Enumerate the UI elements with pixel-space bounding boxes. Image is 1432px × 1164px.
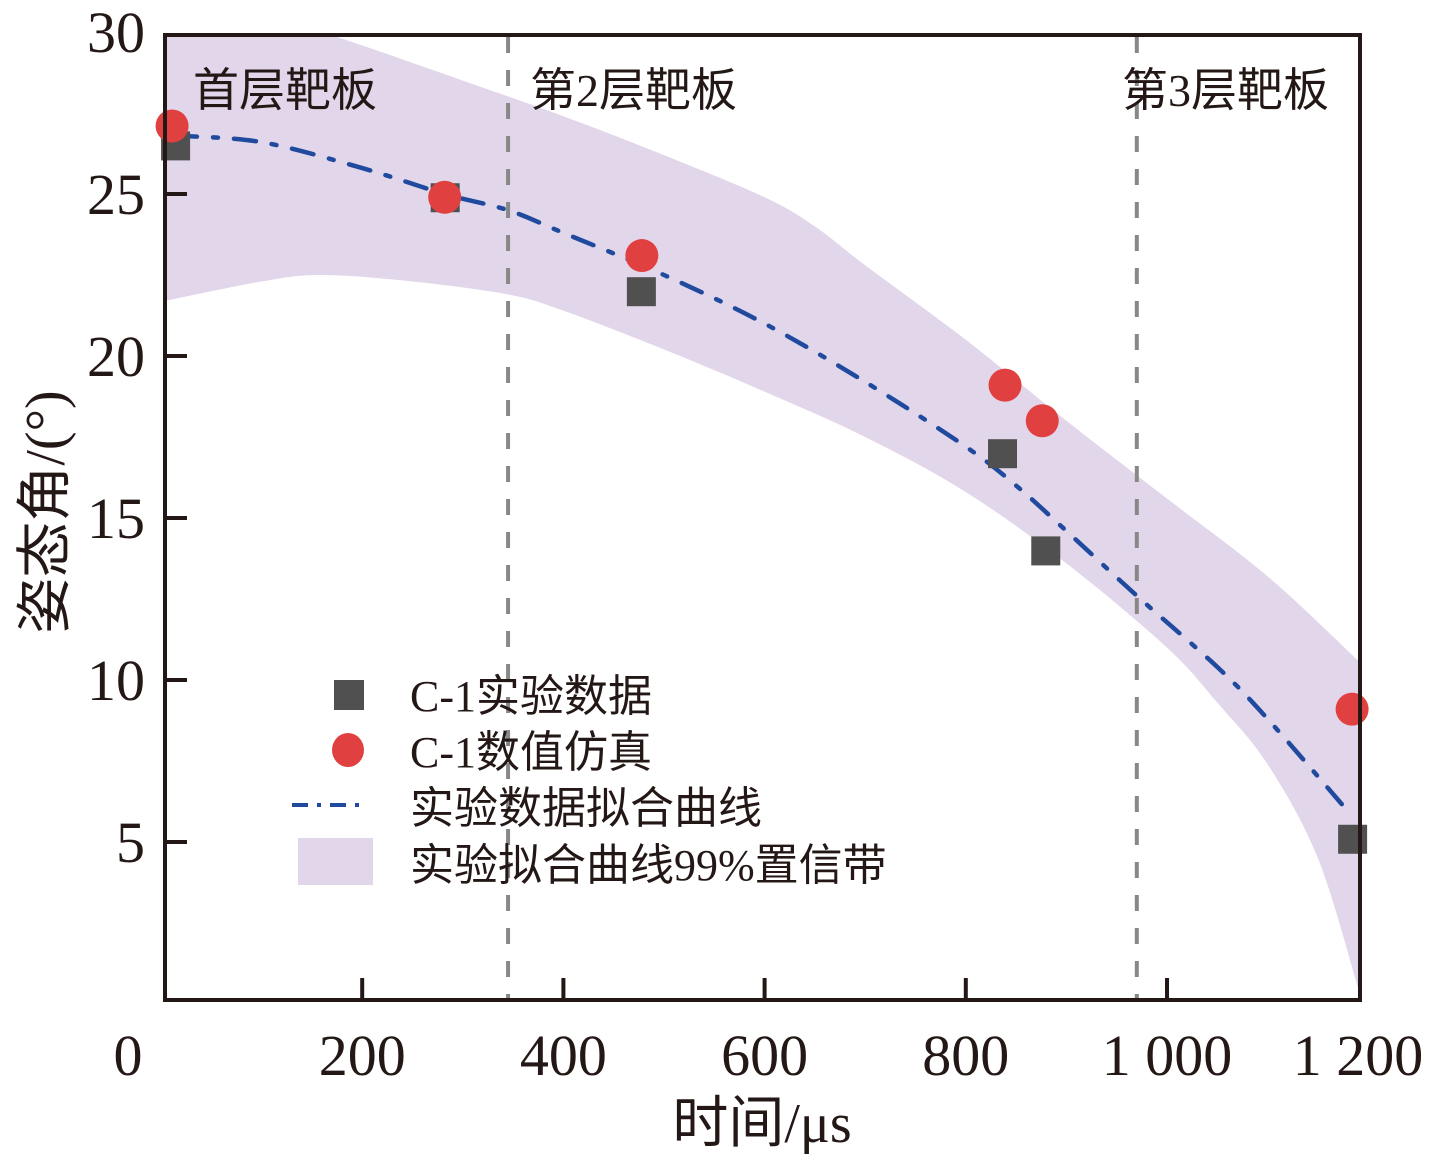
y-tick-labels: 5 10 15 20 25 30 [87, 0, 145, 875]
annotation-second-layer: 第2层靶板 [530, 65, 737, 116]
simulation-data-point [428, 180, 462, 214]
experiment-data-point [1031, 536, 1061, 566]
experiment-data-point [1338, 824, 1368, 854]
y-tick-label: 10 [87, 648, 145, 713]
y-tick-label: 5 [116, 810, 145, 875]
x-axis-title: 时间/μs [672, 1093, 851, 1155]
experiment-data-point [626, 277, 656, 307]
x-tick-labels: 0 200 400 600 800 1 000 1 200 [114, 1023, 1424, 1088]
x-tick-label: 200 [319, 1023, 406, 1088]
experiment-data-point [988, 439, 1018, 469]
legend-circle-icon [332, 733, 364, 767]
legend-square-icon [334, 680, 364, 710]
y-tick-label: 15 [87, 486, 145, 551]
legend-label-experiment: C-1实验数据 [410, 672, 652, 721]
x-tick-label: 800 [922, 1023, 1009, 1088]
legend-label-simulation: C-1数值仿真 [410, 728, 652, 777]
simulation-data-point [988, 368, 1022, 402]
x-tick-label: 600 [721, 1023, 808, 1088]
y-tick-label: 25 [87, 162, 145, 227]
y-tick-label: 30 [87, 0, 145, 65]
x-tick-label: 0 [114, 1023, 143, 1088]
x-tick-label: 1 000 [1102, 1023, 1233, 1088]
legend-label-fit: 实验数据拟合曲线 [410, 784, 762, 833]
legend-band-icon [298, 838, 373, 885]
axes [163, 33, 1362, 1002]
legend: C-1实验数据 C-1数值仿真 实验数据拟合曲线 实验拟合曲线99%置信带 [292, 672, 887, 890]
annotation-first-layer: 首层靶板 [193, 65, 377, 116]
simulation-data-point [155, 109, 189, 143]
simulation-data-point [1025, 404, 1059, 438]
annotation-third-layer: 第3层靶板 [1122, 65, 1329, 116]
confidence-band [165, 35, 1359, 988]
y-tick-label: 20 [87, 324, 145, 389]
x-tick-label: 1 200 [1293, 1023, 1424, 1088]
confidence-band-layer [165, 35, 1359, 988]
divider-layer [506, 37, 1139, 1000]
y-axis-title: 姿态角/(°) [15, 390, 77, 633]
legend-label-band: 实验拟合曲线99%置信带 [410, 841, 887, 890]
simulation-data-point [1335, 692, 1369, 726]
x-tick-label: 400 [520, 1023, 607, 1088]
simulation-data-point [625, 239, 659, 273]
